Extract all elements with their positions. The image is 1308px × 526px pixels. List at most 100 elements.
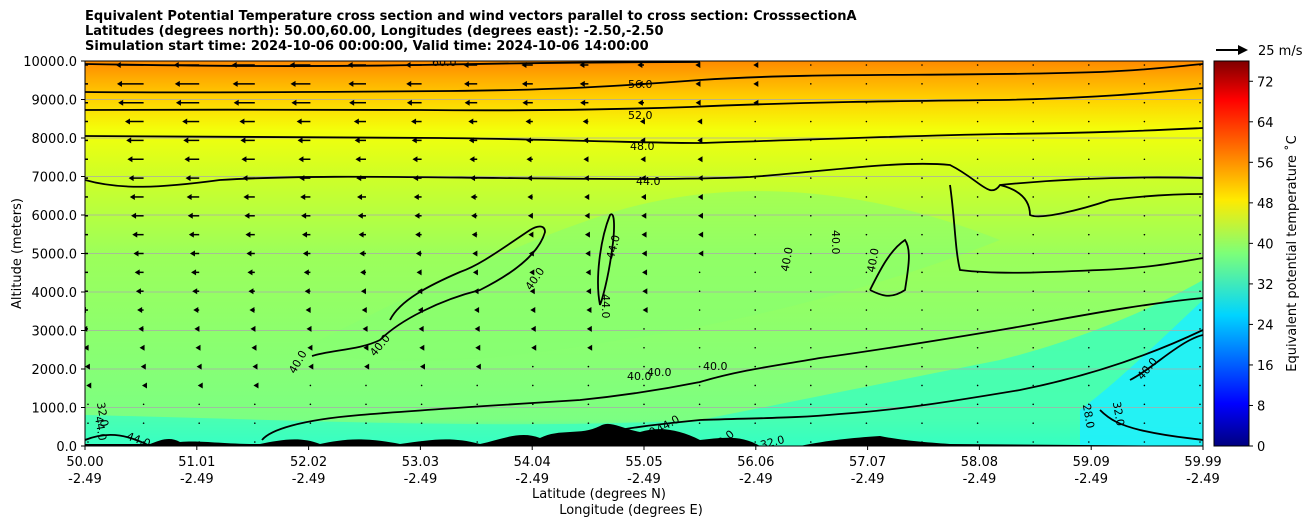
wind-vector [1199,177,1201,179]
wind-vector [921,309,923,311]
wind-vector [1088,120,1090,123]
wind-vector [865,403,868,406]
wind-vector [810,422,812,424]
wind-vector [921,290,923,293]
wind-vector-head [584,212,590,219]
x-tick-label-lon: -2.49 [180,472,214,487]
wind-vector-head [406,99,412,106]
wind-vector [1199,346,1201,349]
y-tick-label: 9000.0 [32,94,78,109]
wind-vector-head [413,193,419,200]
wind-vector [810,233,812,236]
wind-vector [420,422,423,424]
wind-vector-head [70,156,75,162]
wind-vector-head [195,344,201,351]
wind-vector [1199,403,1201,406]
wind-vector-head [362,325,368,332]
wind-vector [698,384,701,387]
wind-vector-head [697,212,703,219]
wind-vector [198,422,200,424]
wind-vector [754,215,756,217]
wind-vector-head [133,250,139,257]
wind-vector [1032,403,1034,406]
colorbar-tick-label: 72 [1257,75,1274,90]
contour-40-island [597,213,615,306]
wind-vector-head [358,231,364,238]
wind-vector-head [463,62,469,68]
wind-vector-head [354,137,360,144]
wind-vector [921,422,923,424]
wind-vector [532,365,534,368]
colorbar-tick-label: 40 [1257,237,1274,252]
wind-vector-head [243,193,249,200]
wind-vector [1032,441,1034,443]
colorbar-tick-label: 48 [1257,197,1274,212]
y-tick-label: 5000.0 [32,248,78,263]
wind-vector [1032,196,1034,198]
wind-vector-head [349,99,355,106]
chart-title: Equivalent Potential Temperature cross s… [85,9,857,54]
wind-vector [1032,422,1034,424]
wind-vector-head [470,193,476,200]
wind-vector [976,101,979,104]
wind-vector-head [417,307,423,314]
wind-vector-head [244,212,250,219]
wind-vector-head [527,193,533,200]
y-tick-label: 1000.0 [32,402,78,417]
wind-vector-head [308,363,314,370]
wind-vector [921,403,923,406]
wind-vector [1088,346,1090,349]
wind-vector-head [357,193,363,200]
wind-vector-head [186,193,192,200]
colorbar-tick-label: 0 [1257,440,1265,455]
wind-vector-head [197,382,203,389]
wind-vector [921,64,923,66]
wind-vector [1088,215,1090,217]
wind-vector [976,403,979,406]
wind-vector [1088,139,1090,142]
wind-vector [976,120,979,123]
wind-vector [1088,83,1090,85]
wind-vector-head [473,288,479,295]
x-tick-label-lon: -2.49 [627,472,661,487]
wind-vector-head [301,212,307,219]
wind-vector-head [641,250,647,257]
wind-vector-head [471,212,477,219]
wind-vector-head [695,99,701,106]
wind-vector [1199,215,1201,217]
wind-vector [754,441,756,443]
wind-vector [1199,233,1201,236]
wind-vector-head [472,250,478,257]
wind-vector [976,233,979,236]
contour-40-right [869,238,910,297]
wind-vector [1143,196,1146,198]
wind-vector-head [414,212,420,219]
wind-vector [976,215,979,217]
wind-vector-head [529,288,535,295]
colorbar: 0 8 16 24 32 40 48 56 64 72 Equivalent potential … [1213,60,1300,455]
wind-vector [1143,64,1146,66]
wind-vector [1032,271,1034,274]
wind-vector [1032,233,1034,236]
wind-vector-head [579,62,585,68]
contour-48 [85,127,1203,144]
x-tick-label-lat: 59.09 [1073,455,1110,470]
wind-vector-head [642,269,648,276]
wind-vector [754,233,756,236]
wind-vector [754,120,756,123]
colorbar-tick-label: 16 [1257,359,1274,374]
wind-vector-head [302,231,308,238]
wind-vector-head [247,269,253,276]
wind-vector [921,120,923,123]
wind-vector [142,441,145,443]
wind-vector [1199,271,1201,274]
wind-vector [587,403,590,406]
wind-vector [810,158,812,161]
wind-vector [1199,328,1201,330]
wind-vector [1143,139,1146,142]
title-line-3: Simulation start time: 2024-10-06 00:00:… [85,39,649,54]
wind-vector-head [406,80,412,87]
wind-vector-head [59,81,64,87]
wind-vector-head [232,80,238,87]
wind-vector-head [307,344,313,351]
